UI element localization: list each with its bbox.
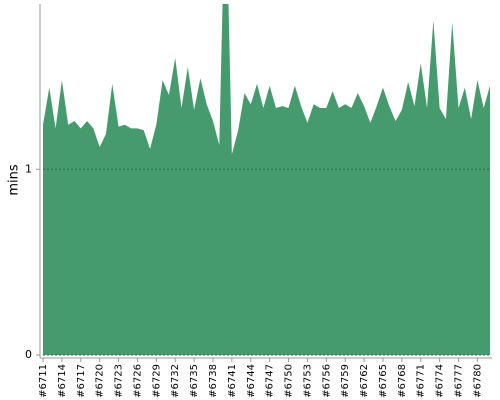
x-tick-label: #6747 bbox=[265, 364, 276, 398]
x-tick-label: #6729 bbox=[151, 364, 162, 398]
x-tick-label: #6771 bbox=[416, 364, 427, 398]
x-tick-label: #6777 bbox=[454, 364, 465, 398]
x-tick-label: #6717 bbox=[76, 364, 87, 398]
x-tick-label: #6735 bbox=[189, 364, 200, 398]
x-tick-label: #6711 bbox=[38, 364, 49, 398]
x-tick-label: #6774 bbox=[435, 364, 446, 398]
x-tick-label: #6768 bbox=[397, 364, 408, 398]
x-tick-label: #6714 bbox=[57, 364, 68, 398]
area bbox=[43, 4, 490, 355]
x-tick-label: #6741 bbox=[227, 364, 238, 398]
x-tick-label: #6765 bbox=[378, 364, 389, 398]
x-tick-label: #6738 bbox=[208, 364, 219, 398]
x-tick-label: #6753 bbox=[302, 364, 313, 398]
x-tick-label: #6732 bbox=[170, 364, 181, 398]
x-tick-label: #6720 bbox=[95, 364, 106, 398]
x-tick-label: #6762 bbox=[359, 364, 370, 398]
plot-area bbox=[43, 4, 490, 355]
y-axis-label: mins bbox=[7, 164, 22, 196]
x-tick-label: #6723 bbox=[114, 364, 125, 398]
x-tick-label: #6780 bbox=[472, 364, 483, 398]
x-tick-label: #6750 bbox=[284, 364, 295, 398]
y-tick-label: 0 bbox=[25, 348, 32, 361]
x-tick-label: #6726 bbox=[132, 364, 143, 398]
x-tick-label: #6756 bbox=[321, 364, 332, 398]
x-tick-label: #6744 bbox=[246, 364, 257, 398]
x-tick-label: #6759 bbox=[340, 364, 351, 398]
y-tick-label: 1 bbox=[25, 162, 32, 175]
